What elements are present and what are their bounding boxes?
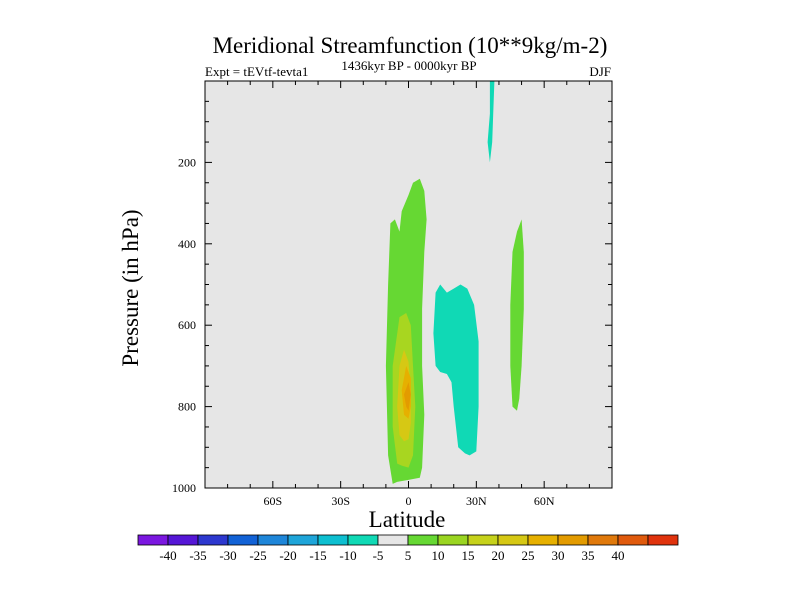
contour-region-equatorial-positive-25 bbox=[404, 382, 411, 411]
colorbar-label: 10 bbox=[432, 548, 445, 563]
x-tick-label: 30N bbox=[466, 494, 487, 508]
x-tick-label: 30S bbox=[331, 494, 350, 508]
colorbar-label: 15 bbox=[462, 548, 475, 563]
colorbar-label: -25 bbox=[249, 548, 266, 563]
contour-region-subtropical-negative bbox=[433, 284, 479, 456]
y-tick-label: 400 bbox=[178, 237, 196, 251]
colorbar-swatch bbox=[377, 534, 409, 546]
colorbar-label: -10 bbox=[339, 548, 356, 563]
colorbar-swatch bbox=[617, 534, 649, 546]
colorbar-swatch bbox=[587, 534, 619, 546]
y-tick-label: 800 bbox=[178, 400, 196, 414]
colorbar-swatch bbox=[137, 534, 169, 546]
colorbar-swatch bbox=[407, 534, 439, 546]
contour-regions bbox=[385, 81, 524, 484]
chart-title: Meridional Streamfunction (10**9kg/m-2) bbox=[213, 33, 608, 58]
colorbar-swatch bbox=[647, 534, 679, 546]
x-axis-label: Latitude bbox=[369, 507, 446, 532]
x-tick-label: 60S bbox=[263, 494, 282, 508]
colorbar-swatch bbox=[497, 534, 529, 546]
x-tick-label: 60N bbox=[534, 494, 555, 508]
colorbar bbox=[137, 534, 679, 546]
x-tick-label: 0 bbox=[406, 494, 412, 508]
chart-subtitle-center: 1436kyr BP - 0000kyr BP bbox=[341, 58, 476, 73]
colorbar-swatch bbox=[227, 534, 259, 546]
colorbar-label: -30 bbox=[219, 548, 236, 563]
colorbar-swatch bbox=[257, 534, 289, 546]
colorbar-label: -5 bbox=[373, 548, 384, 563]
colorbar-label: -20 bbox=[279, 548, 296, 563]
colorbar-swatch bbox=[287, 534, 319, 546]
y-axis-label: Pressure (in hPa) bbox=[118, 209, 143, 366]
colorbar-swatch bbox=[347, 534, 379, 546]
colorbar-swatch bbox=[197, 534, 229, 546]
x-axis-ticks: 60S 30S 0 30N 60N bbox=[204, 81, 613, 508]
colorbar-label: 5 bbox=[405, 548, 412, 563]
colorbar-swatch bbox=[467, 534, 499, 546]
colorbar-label: 25 bbox=[522, 548, 535, 563]
y-tick-label: 200 bbox=[178, 155, 196, 169]
colorbar-label: -40 bbox=[159, 548, 176, 563]
chart-subtitle-left: Expt = tEVtf-tevta1 bbox=[205, 64, 308, 79]
colorbar-swatch bbox=[437, 534, 469, 546]
colorbar-label: 40 bbox=[612, 548, 625, 563]
colorbar-label: -15 bbox=[309, 548, 326, 563]
contour-region-upper-negative-streak bbox=[487, 81, 495, 163]
colorbar-label: -35 bbox=[189, 548, 206, 563]
contour-region-midlatitude-positive bbox=[510, 219, 524, 411]
colorbar-swatch bbox=[557, 534, 589, 546]
chart-subtitle-right: DJF bbox=[589, 64, 611, 79]
colorbar-swatch bbox=[527, 534, 559, 546]
colorbar-label: 20 bbox=[492, 548, 505, 563]
colorbar-swatch bbox=[167, 534, 199, 546]
y-tick-label: 1000 bbox=[172, 481, 196, 495]
y-axis-ticks: 200 400 600 800 1000 bbox=[172, 80, 612, 495]
colorbar-labels: -40 -35 -30 -25 -20 -15 -10 -5 5 10 15 20 25 30 35 40 bbox=[159, 548, 624, 563]
colorbar-swatch bbox=[317, 534, 349, 546]
colorbar-label: 35 bbox=[582, 548, 595, 563]
y-tick-label: 600 bbox=[178, 318, 196, 332]
colorbar-label: 30 bbox=[552, 548, 565, 563]
